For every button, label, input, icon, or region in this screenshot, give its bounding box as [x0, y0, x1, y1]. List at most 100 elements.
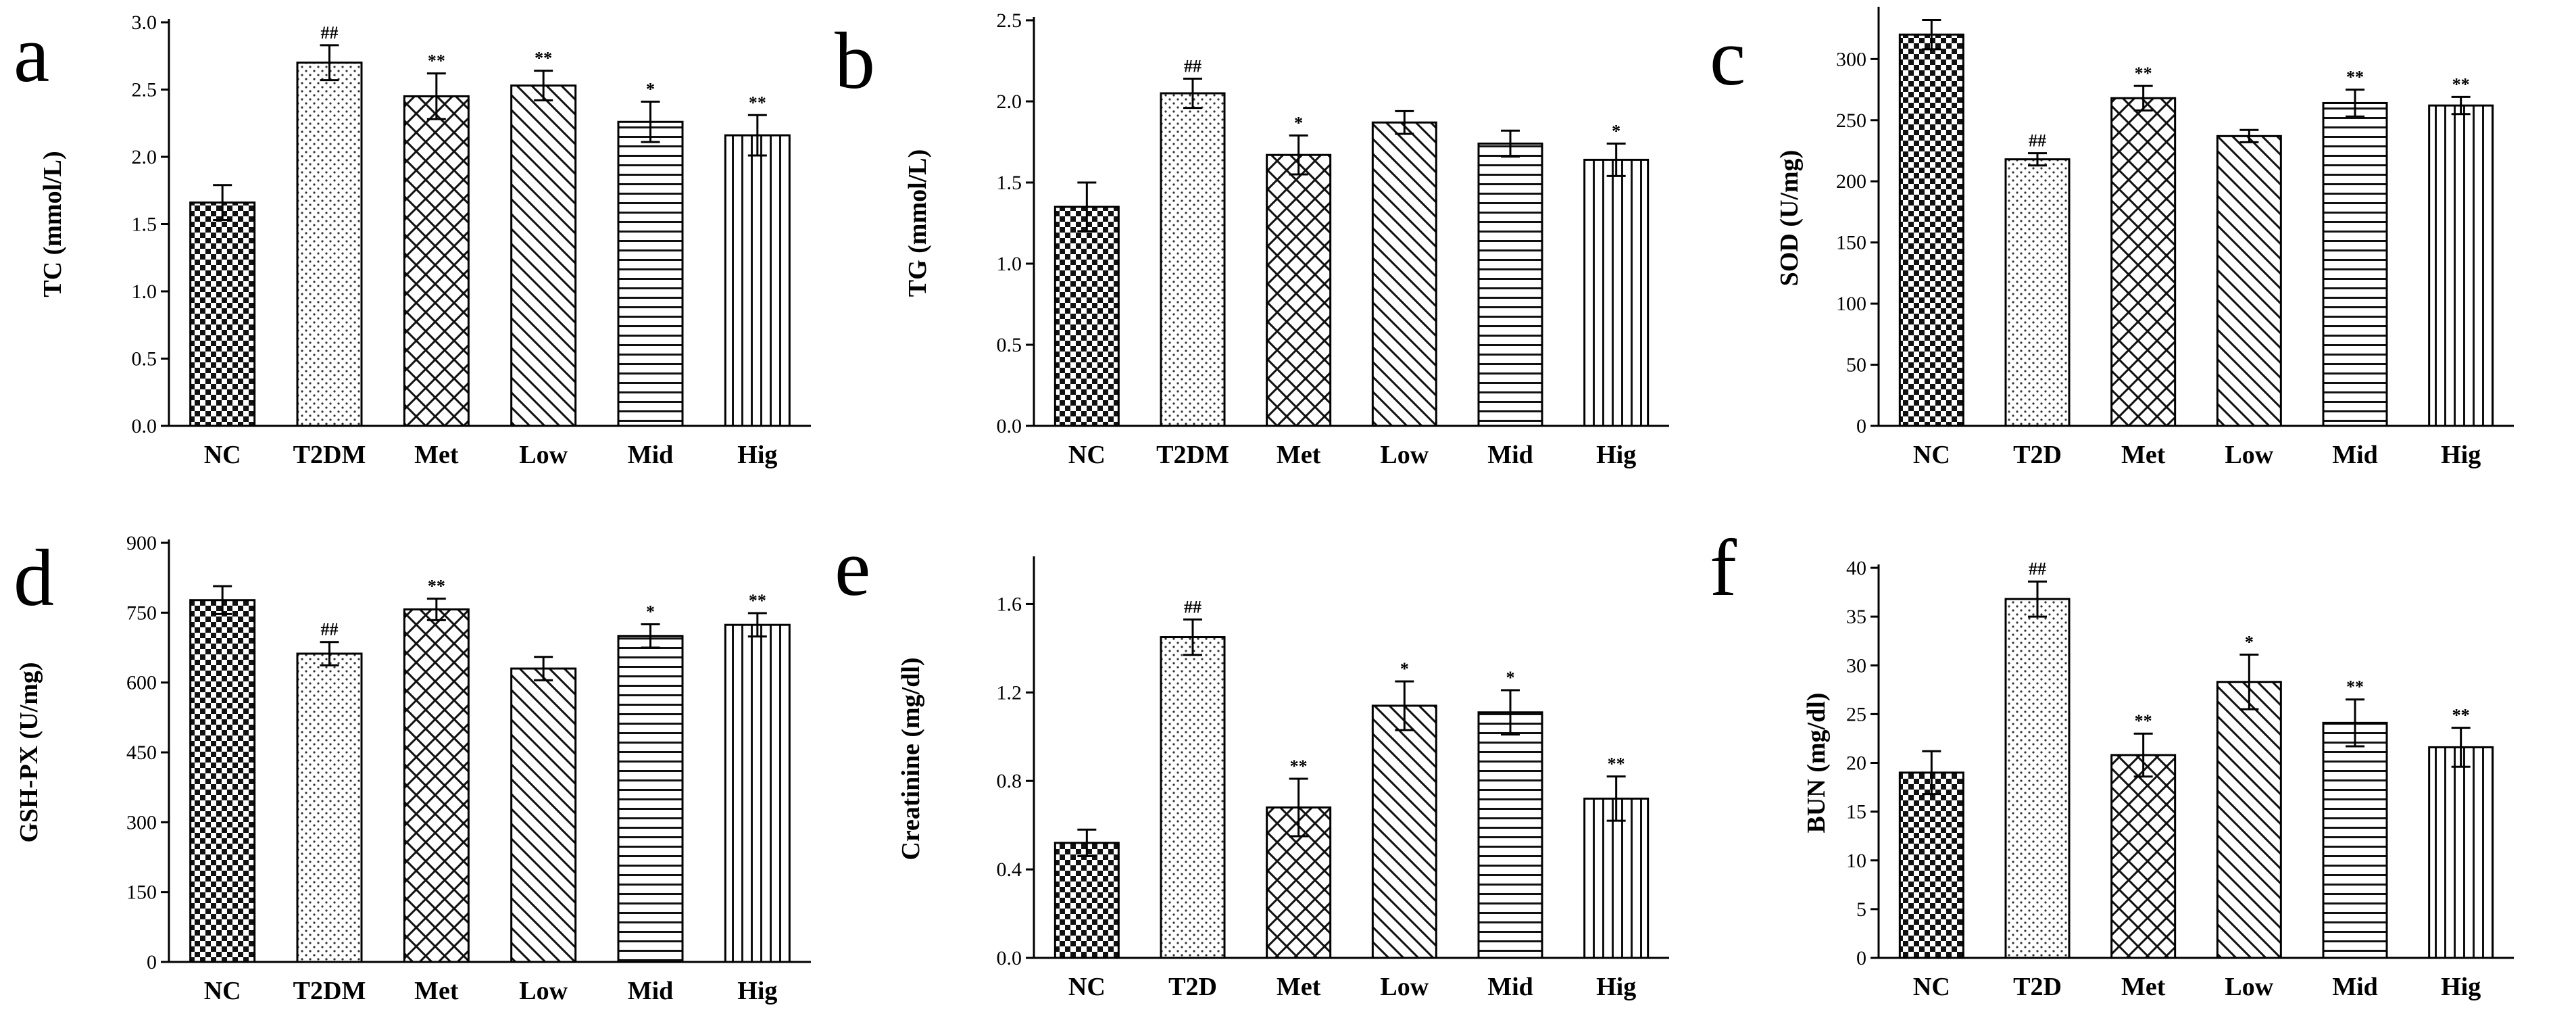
y-tick-label: 100: [1836, 293, 1866, 315]
y-tick-label: 900: [126, 532, 157, 554]
bar: [2428, 746, 2494, 959]
panel-letter: b: [835, 16, 875, 105]
y-tick-label: 1.6: [997, 593, 1022, 615]
panel-f: f BUN (mg/dl) NC ## T2D ** Met * Low ** Mid ** Hig 0 5…: [1710, 523, 2514, 1001]
category-label: Hig: [737, 977, 777, 1005]
category-label: Met: [1277, 973, 1321, 1001]
y-tick-label: 150: [1836, 232, 1866, 254]
panel-b: b TG (mmol/L) NC ## T2DM * Met Low Mid * Hig 0.0 0.5…: [835, 9, 1669, 469]
y-tick-label: 2.5: [997, 9, 1022, 32]
y-tick-label: 0.5: [997, 334, 1022, 356]
panel-c: c SOD (U/mg) NC ## T2D ** Met Low ** Mid ** Hig 0 50 1…: [1710, 7, 2514, 469]
category-label: NC: [1913, 973, 1950, 1001]
bar: [296, 62, 363, 427]
significance-label: ##: [2029, 559, 2046, 579]
y-tick-label: 5: [1856, 898, 1866, 921]
significance-label: **: [2135, 711, 2152, 731]
y-tick-label: 0.8: [997, 770, 1022, 792]
significance-label: ##: [1184, 56, 1202, 76]
panel-letter: f: [1710, 523, 1737, 612]
category-label: T2DM: [1156, 441, 1229, 469]
y-tick-label: 20: [1846, 752, 1866, 775]
bar: [1898, 771, 1964, 959]
category-label: NC: [1068, 441, 1106, 469]
bar: [296, 652, 363, 963]
bar: [617, 635, 684, 963]
y-tick-label: 30: [1846, 654, 1866, 677]
y-tick-label: 250: [1836, 110, 1866, 132]
category-label: Hig: [1596, 441, 1636, 469]
y-tick-label: 750: [126, 602, 157, 624]
category-label: Met: [2121, 973, 2166, 1001]
bar: [1054, 842, 1120, 959]
y-tick-label: 50: [1846, 354, 1866, 377]
significance-label: **: [1608, 754, 1625, 774]
y-tick-label: 0: [147, 951, 157, 973]
significance-label: **: [2135, 64, 2152, 83]
y-axis-title: TC (mmol/L): [39, 151, 67, 297]
significance-label: **: [1290, 756, 1308, 776]
y-tick-label: 300: [126, 811, 157, 834]
bar: [510, 84, 577, 427]
significance-label: ##: [321, 620, 339, 639]
y-tick-label: 25: [1846, 703, 1866, 725]
category-label: Mid: [1487, 973, 1533, 1001]
y-axis-title: Creatinine (mg/dl): [897, 657, 925, 860]
bar: [1371, 704, 1437, 959]
category-label: Hig: [2441, 441, 2481, 469]
category-label: Low: [2225, 973, 2273, 1001]
y-axis-title: GSH-PX (U/mg): [15, 662, 43, 842]
y-tick-label: 0.0: [997, 947, 1022, 969]
y-tick-label: 2.0: [132, 146, 157, 168]
significance-label: ##: [321, 23, 339, 43]
significance-label: **: [2452, 706, 2470, 725]
category-label: T2D: [2013, 441, 2062, 469]
bar: [2322, 101, 2388, 427]
y-tick-label: 0: [1856, 415, 1866, 437]
category-label: Mid: [2332, 973, 2378, 1001]
panel-letter: c: [1710, 12, 1745, 102]
bar: [2216, 681, 2282, 959]
bar: [617, 120, 684, 427]
y-tick-label: 300: [1836, 48, 1866, 70]
significance-label: **: [749, 93, 766, 112]
bar: [2428, 104, 2494, 427]
y-tick-label: 450: [126, 742, 157, 764]
category-label: Hig: [2441, 973, 2481, 1001]
y-tick-label: 0.5: [132, 348, 157, 370]
bar: [2322, 721, 2388, 959]
category-label: Low: [519, 441, 568, 469]
y-tick-label: 0: [1856, 947, 1866, 969]
y-axis-title: SOD (U/mg): [1775, 150, 1804, 287]
y-tick-label: 0.4: [997, 859, 1022, 881]
bar: [1477, 142, 1543, 427]
category-label: Low: [1380, 441, 1429, 469]
bar: [724, 134, 791, 427]
significance-label: *: [2245, 632, 2254, 652]
panel-d: d GSH-PX (U/mg) NC ## T2DM ** Met Low * Mid ** Hig 0…: [14, 532, 811, 1005]
y-tick-label: 2.0: [997, 91, 1022, 113]
category-label: Hig: [737, 441, 777, 469]
bar: [510, 667, 577, 963]
bar: [2004, 158, 2071, 427]
bar: [724, 623, 791, 963]
category-label: Mid: [1487, 441, 1533, 469]
panel-a: a TC (mmol/L) NC ## T2DM ** Met ** Low * Mid ** Hig 0…: [14, 9, 811, 469]
category-label: T2DM: [293, 977, 366, 1005]
y-tick-label: 150: [126, 882, 157, 904]
y-tick-label: 1.2: [997, 681, 1022, 704]
bar: [1160, 92, 1226, 427]
y-tick-label: 1.0: [997, 253, 1022, 275]
significance-label: *: [1506, 668, 1515, 687]
category-label: Met: [1277, 441, 1321, 469]
y-tick-label: 0.0: [997, 415, 1022, 437]
y-tick-label: 1.0: [132, 281, 157, 303]
category-label: Met: [414, 441, 459, 469]
significance-label: *: [1400, 659, 1409, 679]
bar: [1583, 797, 1650, 959]
panel-e: e Creatinine (mg/dl) NC ## T2D ** Met * Low * Mid *…: [835, 523, 1669, 1001]
category-label: Mid: [2332, 441, 2378, 469]
category-label: Met: [2121, 441, 2166, 469]
bar: [1583, 158, 1650, 427]
